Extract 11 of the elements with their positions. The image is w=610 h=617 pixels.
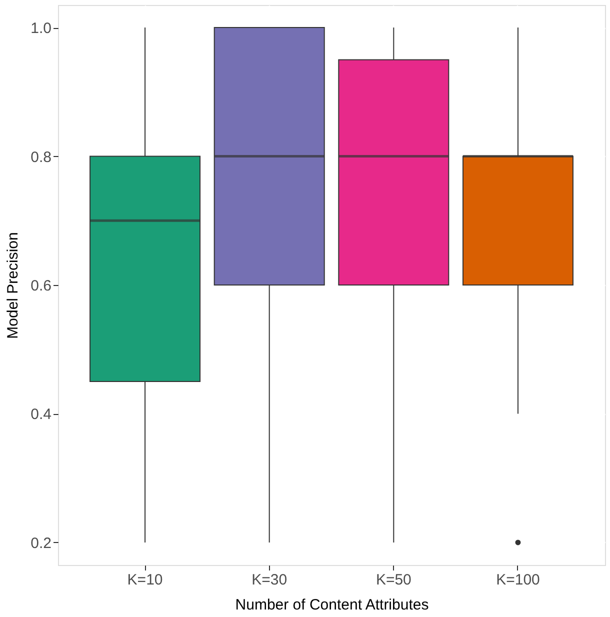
x-tick-label: K=10 bbox=[127, 572, 163, 588]
y-axis-title: Model Precision bbox=[4, 232, 22, 339]
x-axis-title: Number of Content Attributes bbox=[235, 596, 429, 614]
y-tick-label: 0.8 bbox=[30, 148, 52, 166]
y-tick-label: 0.2 bbox=[30, 534, 52, 552]
y-tick-label: 0.4 bbox=[30, 406, 52, 424]
y-tick-label: 1.0 bbox=[30, 20, 52, 38]
x-tick-label: K=100 bbox=[496, 572, 540, 588]
x-tick-label: K=30 bbox=[252, 572, 288, 588]
y-tick-label: 0.6 bbox=[30, 278, 52, 294]
x-tick-label: K=50 bbox=[376, 572, 412, 588]
